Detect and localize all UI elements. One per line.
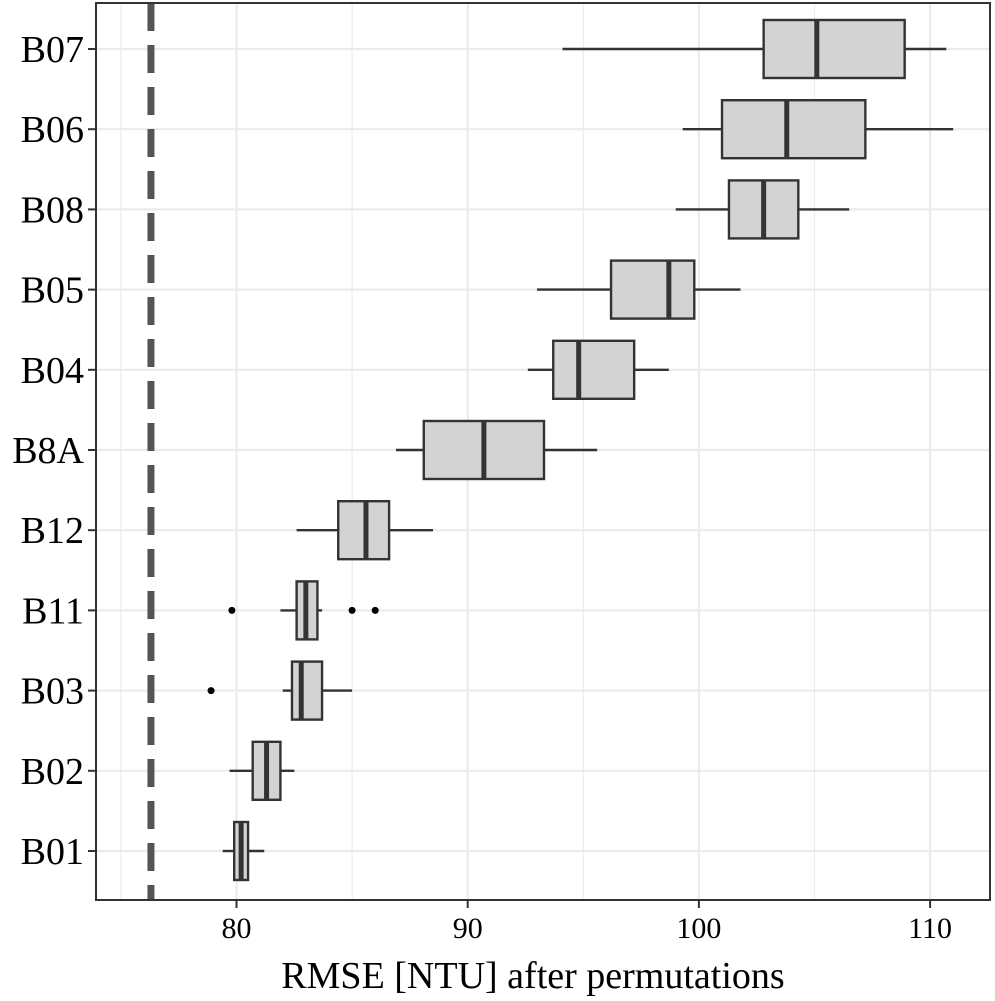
y-tick-label: B11 xyxy=(22,590,84,632)
box-layer xyxy=(207,18,954,882)
box-group xyxy=(675,179,850,240)
box-group xyxy=(682,98,954,160)
box-group xyxy=(537,259,741,320)
y-tick-label: B05 xyxy=(21,270,84,312)
box-iqr xyxy=(552,339,636,400)
outlier-point xyxy=(207,687,215,695)
outlier-point xyxy=(348,606,356,614)
outlier-point xyxy=(371,606,379,614)
y-tick-label: B03 xyxy=(21,671,84,713)
box-group xyxy=(296,500,434,561)
box-iqr xyxy=(762,18,906,80)
y-tick-label: B08 xyxy=(21,189,84,231)
x-axis-label: RMSE [NTU] after permutations xyxy=(281,955,784,997)
box-iqr xyxy=(720,98,867,160)
y-tick-label: B02 xyxy=(21,751,84,793)
box-iqr xyxy=(290,660,324,721)
y-tick-label: B07 xyxy=(21,29,84,71)
y-tick-label: B06 xyxy=(21,109,84,151)
y-tick-labels: B07 B06 B08 B05 B04 B8A B12 B11 B03 B02 B01 xyxy=(12,29,96,873)
outlier-point xyxy=(228,606,236,614)
box-group xyxy=(228,580,379,641)
x-tick-label: 100 xyxy=(676,912,721,945)
y-tick-label: B01 xyxy=(21,831,84,873)
box-group xyxy=(222,820,265,882)
box-group xyxy=(207,660,353,721)
y-tick-label: B04 xyxy=(21,350,84,392)
x-tick-label: 80 xyxy=(222,912,252,945)
box-group xyxy=(396,419,598,481)
box-group xyxy=(527,339,669,400)
box-group xyxy=(229,740,295,801)
panel-border xyxy=(95,2,991,901)
y-tick-label: B8A xyxy=(12,430,84,472)
y-tick-label: B12 xyxy=(21,510,84,552)
x-tick-label: 110 xyxy=(908,912,952,945)
box-group xyxy=(562,18,947,80)
x-tick-labels: 80 90 100 110 xyxy=(222,900,952,945)
box-iqr xyxy=(609,259,696,320)
x-tick-label: 90 xyxy=(453,912,483,945)
